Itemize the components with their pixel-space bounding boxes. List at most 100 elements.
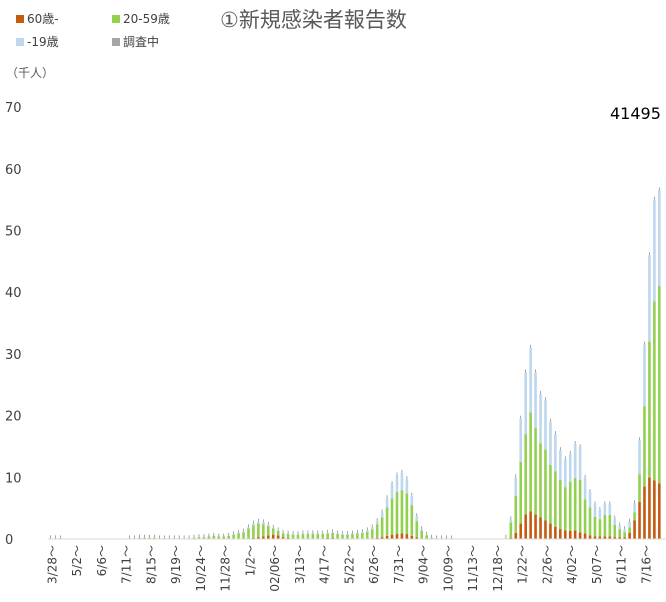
bar-segment xyxy=(405,479,409,494)
bar-segment xyxy=(232,534,235,539)
y-tick-label: 30 xyxy=(5,348,22,363)
x-tick-label: 2/26～ xyxy=(541,545,555,584)
x-tick-label: 11/13～ xyxy=(466,545,480,592)
legend-swatch xyxy=(112,15,120,23)
bar-segment xyxy=(633,520,636,539)
bar-segment xyxy=(351,533,354,535)
x-tick-label: 4/17～ xyxy=(318,545,332,584)
bar-segment xyxy=(623,529,626,533)
legend-item-20-59: 20-59歳 xyxy=(112,10,170,27)
bar-segment xyxy=(563,459,567,488)
bar-segment xyxy=(430,537,433,539)
bar-segment xyxy=(648,341,651,478)
bar-segment xyxy=(227,535,230,539)
bar-segment xyxy=(568,481,572,531)
bar-segment xyxy=(326,537,329,539)
bar-segment xyxy=(573,477,577,531)
bar-segment xyxy=(638,501,641,539)
legend-item-60plus: 60歳- xyxy=(16,10,59,27)
bar-segment xyxy=(415,537,419,539)
bar-segment xyxy=(410,495,414,506)
bar-segment xyxy=(385,507,389,536)
bar-segment xyxy=(316,533,320,535)
chart-title: ①新規感染者報告数 xyxy=(220,8,407,32)
bar-segment xyxy=(425,535,428,539)
bar-segment xyxy=(331,532,334,538)
bar-segment xyxy=(504,537,508,539)
bar-segment xyxy=(143,537,146,539)
bar-segment xyxy=(276,530,280,531)
bar-segment xyxy=(563,530,567,539)
bar-segment xyxy=(316,534,320,539)
bar-segment xyxy=(578,447,582,480)
bar-segment xyxy=(623,532,626,538)
legend-label: 60歳- xyxy=(27,12,59,26)
bar-segment xyxy=(583,533,587,539)
bar-segment xyxy=(573,443,577,478)
bar-segment xyxy=(648,477,651,539)
bar-segment xyxy=(559,529,562,539)
bar-segment xyxy=(603,514,607,537)
bar-segment xyxy=(252,523,255,526)
y-tick-label: 50 xyxy=(5,225,22,240)
bar-segment xyxy=(638,440,641,475)
x-tick-label: 7/16～ xyxy=(640,545,654,584)
bar-segment xyxy=(375,521,379,525)
bar-segment xyxy=(370,529,374,539)
bar-segment xyxy=(242,532,245,539)
bar-segment xyxy=(257,523,260,538)
x-tick-label: 1/2～ xyxy=(244,545,258,576)
bar-segment xyxy=(633,512,636,521)
legend-swatch xyxy=(112,38,120,46)
bar-segment xyxy=(361,532,364,539)
bar-segment xyxy=(643,406,646,487)
x-axis: 3/28～ 5/2～ 6/6～ 7/11～ 8/15～ 9/19～ 10/24～ 11/28～… xyxy=(46,545,654,592)
legend-swatch xyxy=(16,15,24,23)
bar-segment xyxy=(410,505,414,536)
bar-segment xyxy=(331,532,334,533)
x-tick-label: 6/11～ xyxy=(615,545,629,584)
bar-segment xyxy=(568,453,572,482)
x-tick-label: 5/22～ xyxy=(343,545,357,584)
x-tick-label: 10/24～ xyxy=(194,545,208,592)
legend-label: 20-59歳 xyxy=(123,12,170,26)
bar-segment xyxy=(311,534,315,539)
bar-segment xyxy=(608,536,612,539)
bar-segment xyxy=(588,507,592,536)
bar-segment xyxy=(262,524,265,537)
y-tick-label: 60 xyxy=(5,163,22,178)
legend-item-unknown: 調査中 xyxy=(112,33,159,50)
bar-segment xyxy=(380,512,384,518)
bar-segment xyxy=(618,529,622,538)
x-tick-label: 8/15～ xyxy=(145,545,159,584)
y-tick-label: 10 xyxy=(5,471,22,486)
bar-segment xyxy=(534,514,537,539)
bar-segment xyxy=(326,532,329,534)
bar-segment xyxy=(395,492,399,535)
bar-segment xyxy=(346,534,349,535)
bar-segment xyxy=(583,499,587,534)
x-tick-label: 6/26～ xyxy=(367,545,381,584)
bar-segment xyxy=(578,479,582,533)
unit-label: （千人） xyxy=(6,66,55,80)
x-tick-label: 7/11～ xyxy=(120,545,134,584)
bar-segment xyxy=(628,527,631,533)
bar-segment xyxy=(559,479,562,530)
bar-segment xyxy=(301,533,305,535)
legend-label: -19歳 xyxy=(27,35,59,49)
bar-segment xyxy=(148,537,151,539)
bar-segment xyxy=(271,528,275,535)
bar-segment xyxy=(544,400,547,450)
bar-segment xyxy=(544,520,547,539)
bar-segment xyxy=(529,412,532,512)
bar-segment xyxy=(554,526,557,539)
bar-segment xyxy=(633,503,636,513)
bar-segment xyxy=(380,537,384,539)
bar-segment xyxy=(291,534,295,535)
bar-segment xyxy=(286,534,290,538)
bar-segment xyxy=(276,530,280,536)
bar-segment xyxy=(549,421,552,465)
bar-segment xyxy=(365,530,369,532)
bar-segment xyxy=(598,510,602,520)
bar-segment xyxy=(153,537,156,539)
